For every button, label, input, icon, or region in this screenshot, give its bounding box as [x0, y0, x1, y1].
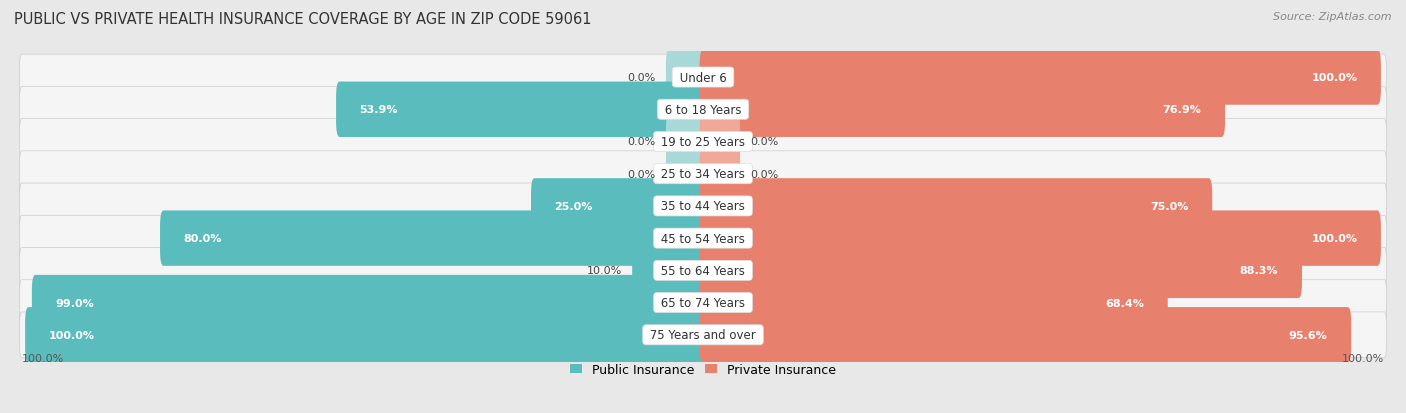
FancyBboxPatch shape	[700, 50, 1381, 105]
FancyBboxPatch shape	[20, 280, 1386, 326]
FancyBboxPatch shape	[666, 114, 706, 170]
Text: 25 to 34 Years: 25 to 34 Years	[657, 168, 749, 181]
FancyBboxPatch shape	[336, 82, 706, 138]
FancyBboxPatch shape	[20, 248, 1386, 294]
Text: 19 to 25 Years: 19 to 25 Years	[657, 135, 749, 149]
FancyBboxPatch shape	[700, 275, 1168, 330]
Legend: Public Insurance, Private Insurance: Public Insurance, Private Insurance	[565, 358, 841, 381]
Text: 68.4%: 68.4%	[1105, 298, 1144, 308]
Text: 0.0%: 0.0%	[627, 73, 655, 83]
Text: 55 to 64 Years: 55 to 64 Years	[657, 264, 749, 277]
FancyBboxPatch shape	[700, 82, 1225, 138]
Text: 25.0%: 25.0%	[554, 202, 593, 211]
FancyBboxPatch shape	[32, 275, 706, 330]
FancyBboxPatch shape	[20, 119, 1386, 165]
FancyBboxPatch shape	[20, 184, 1386, 229]
Text: 100.0%: 100.0%	[1312, 234, 1357, 244]
FancyBboxPatch shape	[20, 55, 1386, 101]
FancyBboxPatch shape	[20, 312, 1386, 358]
Text: 100.0%: 100.0%	[49, 330, 94, 340]
FancyBboxPatch shape	[700, 243, 1302, 298]
FancyBboxPatch shape	[666, 50, 706, 105]
FancyBboxPatch shape	[25, 307, 706, 363]
FancyBboxPatch shape	[700, 211, 1381, 266]
Text: 0.0%: 0.0%	[627, 169, 655, 179]
Text: 88.3%: 88.3%	[1240, 266, 1278, 276]
Text: Source: ZipAtlas.com: Source: ZipAtlas.com	[1274, 12, 1392, 22]
Text: 100.0%: 100.0%	[1341, 353, 1385, 363]
FancyBboxPatch shape	[20, 152, 1386, 197]
FancyBboxPatch shape	[633, 243, 706, 298]
FancyBboxPatch shape	[20, 216, 1386, 261]
FancyBboxPatch shape	[700, 179, 1212, 234]
FancyBboxPatch shape	[700, 147, 740, 202]
Text: 45 to 54 Years: 45 to 54 Years	[657, 232, 749, 245]
Text: 0.0%: 0.0%	[751, 169, 779, 179]
Text: 0.0%: 0.0%	[627, 137, 655, 147]
Text: 10.0%: 10.0%	[586, 266, 621, 276]
Text: 35 to 44 Years: 35 to 44 Years	[657, 200, 749, 213]
Text: 0.0%: 0.0%	[751, 137, 779, 147]
FancyBboxPatch shape	[20, 87, 1386, 133]
FancyBboxPatch shape	[160, 211, 706, 266]
Text: Under 6: Under 6	[676, 71, 730, 84]
FancyBboxPatch shape	[700, 114, 740, 170]
Text: 75 Years and over: 75 Years and over	[647, 328, 759, 342]
Text: 76.9%: 76.9%	[1163, 105, 1202, 115]
Text: 6 to 18 Years: 6 to 18 Years	[661, 104, 745, 116]
Text: 65 to 74 Years: 65 to 74 Years	[657, 297, 749, 309]
Text: PUBLIC VS PRIVATE HEALTH INSURANCE COVERAGE BY AGE IN ZIP CODE 59061: PUBLIC VS PRIVATE HEALTH INSURANCE COVER…	[14, 12, 592, 27]
Text: 100.0%: 100.0%	[1312, 73, 1357, 83]
Text: 80.0%: 80.0%	[184, 234, 222, 244]
Text: 100.0%: 100.0%	[21, 353, 65, 363]
FancyBboxPatch shape	[700, 307, 1351, 363]
Text: 95.6%: 95.6%	[1289, 330, 1327, 340]
Text: 99.0%: 99.0%	[55, 298, 94, 308]
Text: 53.9%: 53.9%	[360, 105, 398, 115]
Text: 75.0%: 75.0%	[1150, 202, 1188, 211]
FancyBboxPatch shape	[666, 147, 706, 202]
FancyBboxPatch shape	[531, 179, 706, 234]
